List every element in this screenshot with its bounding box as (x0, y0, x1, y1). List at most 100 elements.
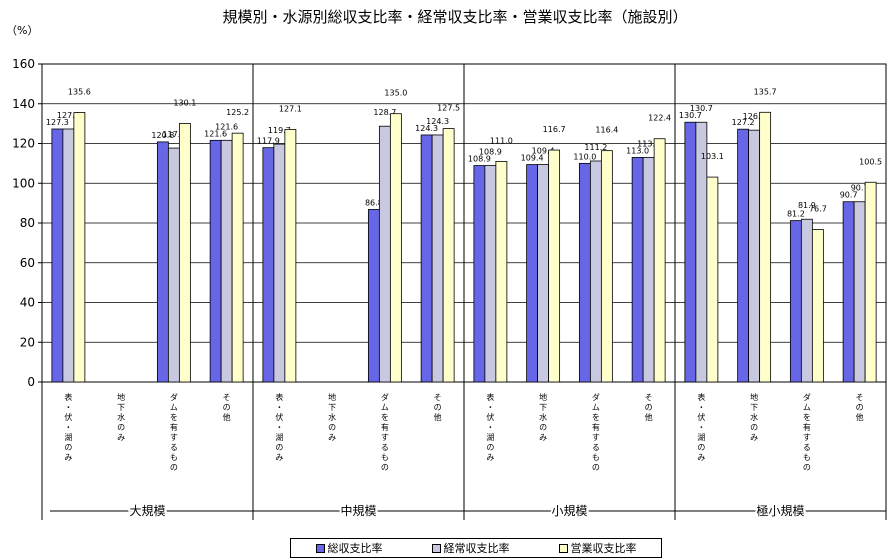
bar-1-0-0 (262, 147, 275, 383)
data-label-2-2-1: 111.2 (584, 143, 607, 152)
category-label-1-1-4: み (328, 433, 336, 442)
category-label-3-1-0: 地 (750, 392, 758, 402)
bar-2-1-1 (537, 164, 550, 383)
category-label-0-0-4: 湖 (64, 433, 72, 442)
data-label-3-2-0: 81.2 (787, 210, 805, 219)
y-axis-label: （%） (6, 24, 38, 37)
category-label-0-0-3: ・ (64, 423, 72, 432)
category-label-1-0-3: ・ (275, 423, 283, 432)
category-label-1-0-4: 湖 (275, 433, 283, 442)
data-label-3-3-0: 90.7 (840, 191, 858, 200)
bar-0-0-1 (62, 128, 75, 383)
data-label-1-3-1: 124.3 (426, 117, 449, 126)
category-label-2-2-5: る (592, 443, 600, 452)
category-label-2-2-1: ム (592, 403, 600, 412)
legend-item-2: 営業収支比率 (558, 540, 637, 556)
category-label-3-0-0: 表 (697, 392, 705, 402)
category-label-2-3-1: の (645, 403, 653, 412)
bar-1-0-2 (284, 128, 297, 383)
bar-2-2-2 (600, 150, 613, 383)
category-label-0-1-3: の (117, 423, 125, 432)
legend: 総収支比率 経常収支比率 営業収支比率 (290, 538, 662, 558)
legend-item-1: 経常収支比率 (431, 540, 510, 556)
category-label-3-0-1: ・ (697, 403, 705, 412)
category-label-3-2-6: も (803, 453, 811, 462)
data-label-2-1-2: 116.7 (543, 125, 566, 134)
legend-item-0: 総収支比率 (315, 540, 383, 556)
bar-3-0-2 (706, 176, 719, 383)
data-label-1-2-2: 135.0 (384, 89, 407, 98)
bar-2-3-2 (653, 138, 666, 383)
category-label-0-0-0: 表 (64, 392, 72, 402)
data-label-2-3-1: 113.0 (637, 139, 660, 148)
category-label-0-3-1: の (223, 403, 231, 412)
bar-0-0-2 (73, 112, 86, 383)
category-label-0-2-1: ム (170, 403, 178, 412)
category-label-1-2-2: を (381, 413, 389, 422)
group-label-0: 大規模 (129, 503, 165, 518)
bar-1-2-0 (367, 209, 380, 383)
category-label-2-2-6: も (592, 453, 600, 462)
category-label-0-2-4: す (170, 433, 178, 442)
category-label-0-2-2: を (170, 413, 178, 422)
data-label-2-0-1: 108.9 (479, 148, 502, 157)
data-label-0-3-2: 125.2 (226, 108, 249, 117)
legend-swatch-0 (315, 543, 325, 553)
category-label-1-0-6: み (275, 453, 283, 462)
data-label-3-1-2: 135.7 (754, 87, 777, 96)
category-label-1-0-5: の (275, 443, 283, 452)
category-label-1-1-2: 水 (328, 412, 336, 422)
category-label-3-1-2: 水 (750, 412, 758, 422)
data-label-0-0-1: 127.3 (57, 111, 80, 120)
category-label-2-1-4: み (539, 433, 547, 442)
category-label-3-0-5: の (697, 443, 705, 452)
bar-0-3-1 (220, 139, 233, 383)
data-label-3-2-2: 76.7 (809, 205, 827, 214)
bar-2-1-0 (526, 164, 539, 383)
category-label-3-1-3: の (750, 423, 758, 432)
data-label-1-2-0: 86.8 (365, 198, 383, 207)
group-label-1: 中規模 (340, 503, 376, 518)
category-label-1-1-1: 下 (328, 403, 336, 412)
category-label-1-2-0: ダ (381, 392, 389, 402)
category-label-0-2-0: ダ (170, 392, 178, 402)
y-tick-label-0: 0 (27, 375, 35, 389)
category-label-2-3-2: 他 (645, 412, 653, 422)
category-label-1-1-0: 地 (328, 392, 336, 402)
category-label-1-2-5: る (381, 443, 389, 452)
legend-label-1: 経常収支比率 (443, 542, 510, 555)
data-label-3-2-1: 81.9 (798, 201, 816, 210)
y-tick-label-4: 80 (20, 216, 35, 230)
category-label-1-2-6: も (381, 453, 389, 462)
category-label-3-0-2: 伏 (697, 412, 705, 422)
category-label-3-0-6: み (697, 453, 705, 462)
category-label-1-2-1: ム (381, 403, 389, 412)
bar-2-0-1 (484, 165, 497, 383)
data-label-2-1-1: 109.4 (532, 147, 555, 156)
category-label-0-1-2: 水 (117, 412, 125, 422)
data-label-2-0-0: 108.9 (468, 155, 491, 164)
bar-3-2-2 (811, 229, 824, 383)
data-label-1-0-0: 117.9 (257, 137, 280, 146)
category-label-1-2-4: す (381, 433, 389, 442)
y-tick-label-2: 40 (20, 296, 35, 310)
bar-3-0-0 (684, 121, 697, 383)
category-label-1-3-2: 他 (434, 412, 442, 422)
data-label-3-3-2: 100.5 (859, 157, 882, 166)
bar-0-2-0 (156, 141, 169, 383)
category-label-1-0-0: 表 (275, 392, 283, 402)
category-label-3-0-3: ・ (697, 423, 705, 432)
category-label-2-0-5: の (486, 443, 494, 452)
category-label-0-1-0: 地 (117, 392, 125, 402)
data-label-1-2-1: 128.7 (373, 108, 396, 117)
category-label-3-2-4: す (803, 433, 811, 442)
bar-3-3-1 (853, 201, 866, 383)
category-label-2-1-3: の (539, 423, 547, 432)
category-label-2-0-4: 湖 (486, 433, 494, 442)
bar-1-2-1 (378, 125, 391, 383)
category-label-2-2-0: ダ (592, 392, 600, 402)
category-label-2-0-6: み (486, 453, 494, 462)
category-label-3-2-0: ダ (803, 392, 811, 402)
